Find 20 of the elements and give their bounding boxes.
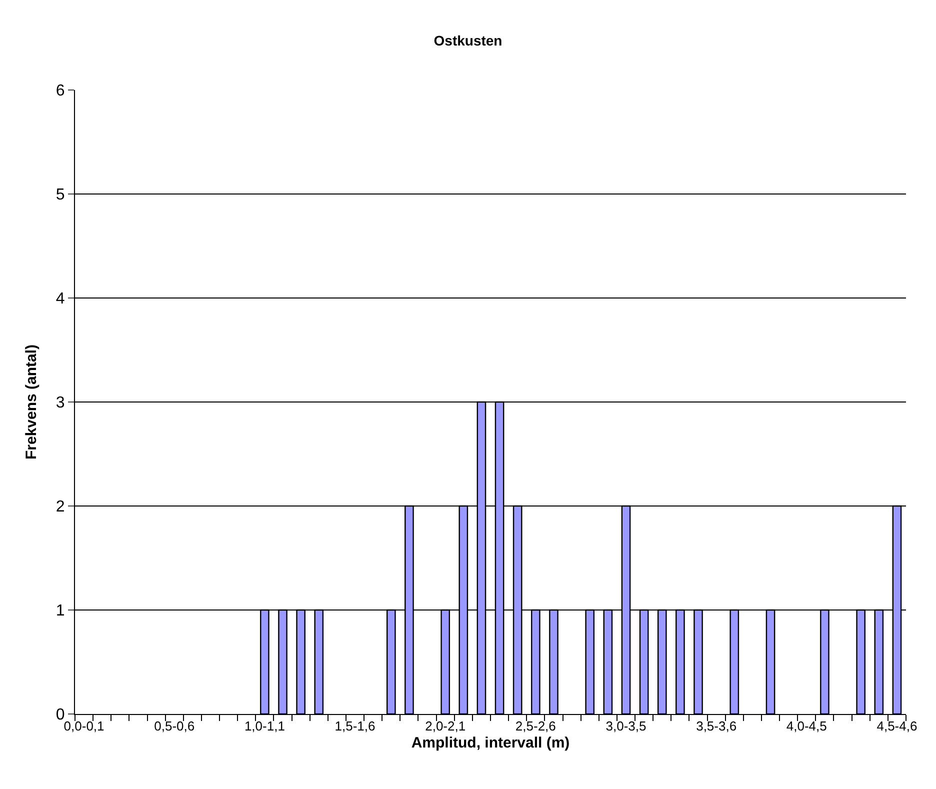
x-tick-label: 3,0-3,5 <box>606 718 646 734</box>
y-tick-label: 4 <box>56 290 65 308</box>
x-tick-label: 2,5-2,6 <box>515 718 556 734</box>
x-tick-label: 1,5-1,6 <box>334 718 376 734</box>
y-tick-label: 0 <box>56 706 65 724</box>
x-tick-label: 2,0-2,1 <box>425 718 466 734</box>
x-tick-label: 0,5-0,6 <box>154 718 195 734</box>
y-tick-label: 2 <box>56 498 65 516</box>
x-tick-label: 4,0-4,5 <box>786 718 827 734</box>
x-tick-label: 0,0-0,1 <box>64 718 104 734</box>
y-tick-label: 5 <box>56 186 65 204</box>
y-tick-label: 3 <box>56 394 65 412</box>
x-tick-label: 1,0-1,1 <box>244 718 285 734</box>
y-tick-label: 1 <box>56 602 65 620</box>
x-tick-label: 4,5-4,6 <box>876 718 918 734</box>
x-axis-title: Amplitud, intervall (m) <box>411 734 570 752</box>
y-axis-title: Frekvens (antal) <box>23 344 40 460</box>
y-tick-label: 6 <box>56 82 65 100</box>
chart-title: Ostkusten <box>434 32 502 48</box>
x-tick-label: 3,5-3,6 <box>696 718 737 734</box>
